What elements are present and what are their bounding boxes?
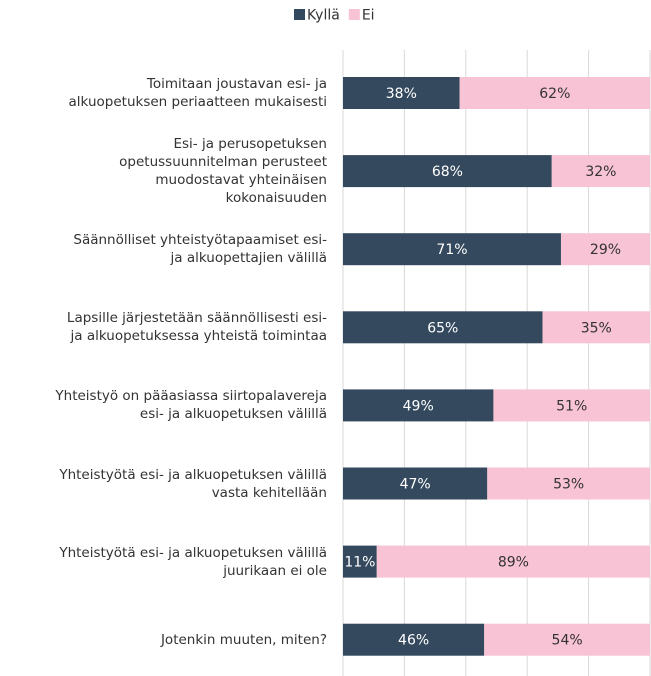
- bar-segment: [487, 467, 650, 500]
- category-label: Säännölliset yhteistyötapaamiset esi- ja…: [73, 232, 327, 267]
- bar-segment: [484, 623, 650, 656]
- bar-segment: [542, 311, 650, 344]
- data-label: 71%: [436, 242, 467, 258]
- data-label: 35%: [581, 320, 612, 336]
- category-label: Lapsille järjestetään säännöllisesti esi…: [66, 310, 327, 345]
- legend-label: Ei: [362, 8, 375, 24]
- data-label: 46%: [398, 633, 429, 649]
- bar-segment: [343, 467, 488, 500]
- bar-segment: [376, 545, 650, 578]
- bar-segment: [493, 389, 650, 422]
- data-label: 49%: [403, 398, 434, 414]
- data-label: 62%: [539, 86, 570, 102]
- category-label: Jotenkin muuten, miten?: [160, 631, 327, 648]
- legend-swatch: [294, 9, 305, 20]
- data-label: 65%: [427, 320, 458, 336]
- category-label: Yhteistyö on pääasiassa siirtopalavereja…: [55, 388, 327, 423]
- data-label: 54%: [552, 633, 583, 649]
- data-label: 68%: [432, 164, 463, 180]
- bar-segment: [560, 233, 650, 266]
- bar-segment: [343, 545, 377, 578]
- bar-segment: [343, 155, 552, 188]
- data-label: 29%: [590, 242, 621, 258]
- category-label: Yhteistyötä esi- ja alkuopetuksen välill…: [59, 544, 327, 579]
- legend-swatch: [348, 9, 360, 20]
- data-label: 47%: [400, 477, 431, 493]
- category-label: Toimitaan joustavan esi- ja alkuopetukse…: [68, 76, 327, 110]
- category-label: Yhteistyötä esi- ja alkuopetuksen välill…: [59, 466, 327, 501]
- bar-segment: [343, 311, 543, 344]
- category-label: Esi- ja perusopetuksen opetussuunnitelma…: [119, 136, 327, 207]
- bar-segment: [343, 233, 561, 266]
- bar-segment: [459, 77, 650, 109]
- bar-segment: [343, 77, 460, 109]
- data-label: 32%: [585, 164, 616, 180]
- data-label: 89%: [498, 555, 529, 571]
- bar-segment: [343, 389, 494, 422]
- data-label: 51%: [556, 398, 587, 414]
- data-label: 53%: [553, 477, 584, 493]
- data-label: 38%: [386, 86, 417, 102]
- bar-segment: [551, 155, 650, 188]
- data-label: 11%: [344, 555, 375, 571]
- legend-label: Kyllä: [307, 8, 340, 24]
- bar-segment: [343, 623, 485, 656]
